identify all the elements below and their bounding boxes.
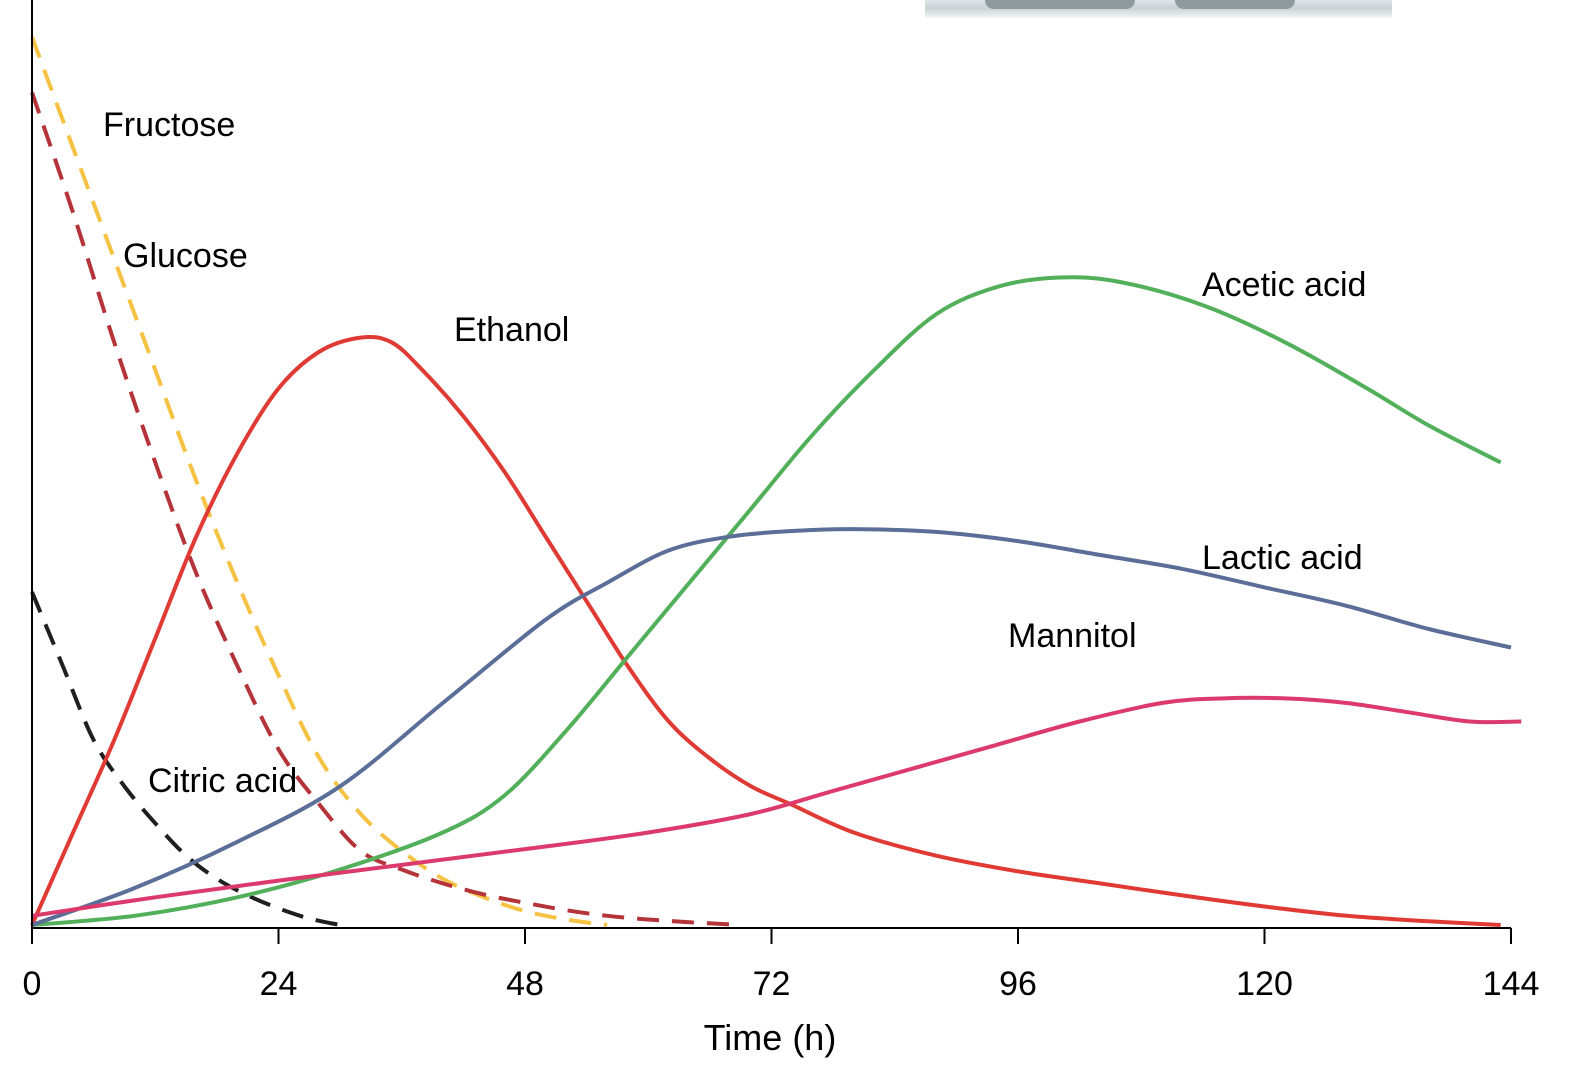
series-line-glucose [30, 91, 741, 927]
x-tick-label: 0 [23, 965, 42, 1003]
x-tick-label: 96 [999, 965, 1037, 1003]
series-line-ethanol [30, 334, 1501, 927]
x-tick-label: 24 [260, 965, 298, 1003]
x-ticks: 0 24 48 72 96 120 144 [23, 928, 1540, 1003]
series-label-acetic-acid: Acetic acid [1202, 266, 1366, 304]
series-label-fructose: Fructose [103, 106, 235, 144]
photo-strip [925, 0, 1392, 18]
photo-strip-shadow [1175, 0, 1295, 9]
series-label-mannitol: Mannitol [1008, 617, 1137, 655]
series-label-lactic-acid: Lactic acid [1202, 539, 1363, 577]
series-labels: Fructose Glucose Citric acid Ethanol Acetic … [103, 106, 1366, 800]
series-line-mannitol [31, 695, 1522, 918]
series-line-lactic-acid [31, 527, 1512, 927]
photo-strip-shadow [985, 0, 1135, 9]
x-tick-label: 48 [506, 965, 544, 1003]
series-label-ethanol: Ethanol [454, 311, 569, 349]
series-line-fructose [30, 36, 608, 927]
series-line-citric-acid [30, 591, 341, 927]
series-label-glucose: Glucose [123, 237, 248, 275]
series-label-citric-acid: Citric acid [148, 762, 297, 800]
x-tick-label: 144 [1483, 965, 1540, 1003]
x-tick-label: 120 [1236, 965, 1293, 1003]
x-tick-label: 72 [753, 965, 791, 1003]
series-line-acetic-acid [31, 275, 1502, 927]
series-layer [30, 36, 1522, 927]
x-axis-title: Time (h) [704, 1017, 837, 1058]
